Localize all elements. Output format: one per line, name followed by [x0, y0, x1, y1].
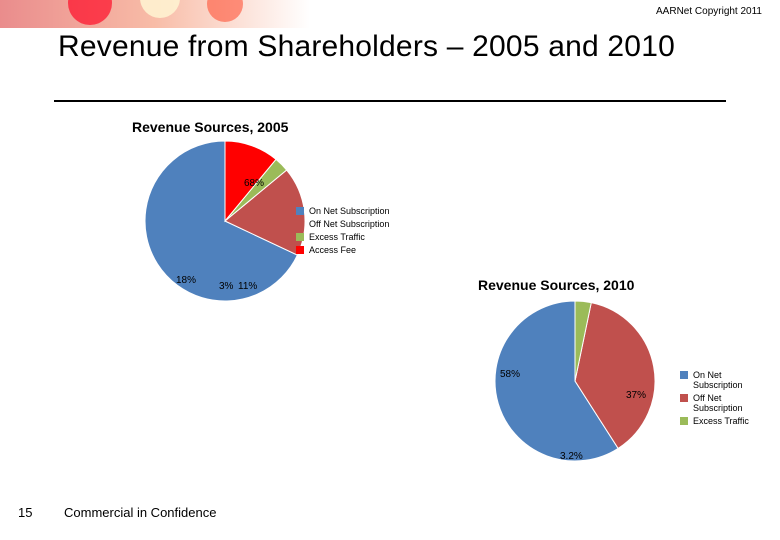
chart-2005-title: Revenue Sources, 2005	[132, 119, 288, 135]
pie-slice-label: 18%	[176, 275, 196, 286]
chart-2010-title: Revenue Sources, 2010	[478, 277, 634, 293]
legend-swatch	[296, 246, 304, 254]
legend-label: Excess Traffic	[309, 232, 365, 242]
legend-label: Off Net Subscription	[693, 393, 770, 413]
legend-label: Excess Traffic	[693, 416, 749, 426]
legend-2010: On Net Subscription Off Net Subscription E…	[680, 370, 770, 429]
legend-swatch	[296, 207, 304, 215]
legend-swatch	[680, 394, 688, 402]
legend-swatch	[296, 233, 304, 241]
pie-slice-label: 37%	[626, 390, 646, 401]
legend-item: Off Net Subscription	[680, 393, 770, 413]
pie-slice-label: 58%	[500, 369, 520, 380]
legend-item: On Net Subscription	[296, 206, 390, 216]
legend-item: Access Fee	[296, 245, 390, 255]
legend-label: On Net Subscription	[309, 206, 390, 216]
legend-swatch	[680, 371, 688, 379]
legend-swatch	[680, 417, 688, 425]
chart-2005: 68% 18% 3% 11%	[130, 136, 320, 306]
legend-label: On Net Subscription	[693, 370, 770, 390]
legend-swatch	[296, 220, 304, 228]
pie-slice-label: 3%	[219, 281, 233, 292]
page-title: Revenue from Shareholders – 2005 and 201…	[58, 30, 675, 64]
slide-number: 15	[18, 505, 32, 520]
pie-slice-label: 3.2%	[560, 451, 583, 462]
legend-item: On Net Subscription	[680, 370, 770, 390]
pie-2010-svg	[470, 296, 680, 466]
confidence-text: Commercial in Confidence	[64, 505, 216, 520]
legend-2005: On Net Subscription Off Net Subscription E…	[296, 206, 390, 258]
legend-item: Off Net Subscription	[296, 219, 390, 229]
legend-label: Access Fee	[309, 245, 356, 255]
legend-item: Excess Traffic	[680, 416, 770, 426]
chart-2010: 58% 37% 3.2%	[470, 296, 670, 466]
legend-label: Off Net Subscription	[309, 219, 389, 229]
title-underline	[54, 100, 726, 102]
pie-slice-label: 68%	[244, 178, 264, 189]
pie-slice-label: 11%	[238, 281, 257, 292]
legend-item: Excess Traffic	[296, 232, 390, 242]
copyright-text: AARNet Copyright 2011	[656, 6, 762, 17]
